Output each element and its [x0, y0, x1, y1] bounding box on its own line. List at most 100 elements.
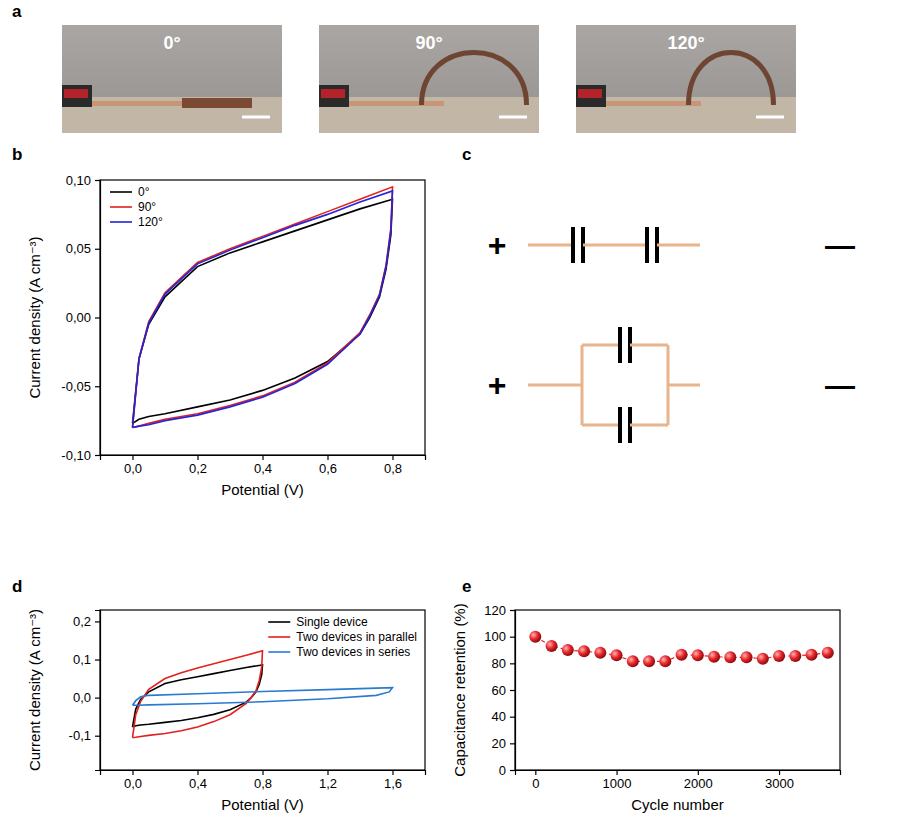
legend-swatch [268, 636, 290, 638]
series-line [133, 191, 393, 428]
marker [529, 631, 541, 643]
x-axis: 0 1000 2000 3000 [516, 770, 841, 791]
capacitor-plate [571, 227, 575, 263]
photo: 90° [319, 25, 539, 133]
x-tick-mark [197, 770, 198, 775]
y-tick: 20 [492, 736, 515, 751]
y-tick-label: 80 [492, 656, 506, 671]
x-tick: 0,8 [254, 770, 272, 791]
x-tick-mark [535, 770, 536, 775]
legend-item: Single device [268, 615, 368, 629]
y-tick: 0 [499, 763, 515, 778]
clip [64, 89, 88, 98]
plot-area [133, 651, 393, 738]
x-tick-label: 2000 [684, 776, 713, 791]
x-tick-label: 0,6 [319, 461, 337, 476]
legend-item: Two devices in parallel [268, 630, 417, 644]
marker [627, 655, 639, 667]
x-tick-label: 0,8 [384, 461, 402, 476]
x-tick-label: 1000 [603, 776, 632, 791]
photo-label: 0° [163, 33, 180, 53]
marker [757, 653, 769, 665]
capacitor-plate [645, 227, 649, 263]
y-tick-mark [95, 180, 100, 181]
scale-bar [499, 116, 527, 119]
x-tick-mark [616, 770, 617, 775]
x-tick-label: 0 [532, 776, 539, 791]
clip [578, 89, 602, 98]
capacitor-plate [618, 407, 622, 443]
y-tick-mark [95, 317, 100, 318]
y-tick: 0,05 [66, 241, 100, 256]
y-tick-label: 20 [492, 736, 506, 751]
y-tick-label: 0 [499, 763, 506, 778]
x-tick: 0,4 [189, 770, 207, 791]
y-axis: -0,10-0,050,000,050,10 [61, 173, 100, 463]
y-tick-mark [510, 770, 515, 771]
wire [630, 344, 668, 347]
x-tick: 0,6 [319, 455, 337, 476]
clip [576, 85, 606, 107]
y-tick: 100 [484, 629, 515, 644]
y-axis-line [95, 611, 101, 771]
x-tick: 0,4 [254, 455, 272, 476]
ribbon [349, 101, 444, 106]
x-tick-mark [262, 770, 263, 775]
marker [741, 651, 753, 663]
y-tick-label: 0,1 [73, 652, 91, 667]
wire [668, 384, 700, 387]
x-tick-mark [132, 770, 133, 775]
x-tick: 1,2 [319, 770, 337, 791]
y-tick: 80 [492, 656, 515, 671]
y-tick-mark [95, 386, 100, 387]
x-tick: 0 [532, 770, 539, 791]
terminal-positive: + [488, 367, 507, 403]
y-tick: 40 [492, 709, 515, 724]
y-axis: -0,10,00,10,2 [69, 611, 101, 771]
x-tick: 3000 [765, 770, 794, 791]
legend-swatch [110, 206, 132, 208]
y-axis-title: Current density (A cm⁻³) [26, 609, 43, 771]
y-tick-mark [95, 455, 100, 456]
legend-swatch [110, 191, 132, 193]
marker [676, 649, 688, 661]
y-tick-mark [95, 621, 100, 622]
clip [321, 89, 345, 98]
y-tick-label: -0,1 [69, 728, 91, 743]
y-tick-mark [510, 717, 515, 718]
photo: 0° [62, 25, 282, 133]
figure: a0°90°120°c+—+—0,00,20,40,60,8-0,10-0,05… [0, 0, 906, 822]
y-tick-label: 40 [492, 709, 506, 724]
device [182, 98, 252, 108]
legend-swatch [268, 621, 290, 623]
y-tick: 120 [484, 603, 515, 618]
x-tick-mark [698, 770, 699, 775]
x-axis: 0,00,20,40,60,8 [101, 455, 426, 476]
table-surface [319, 97, 539, 133]
x-tick-mark [197, 455, 198, 460]
y-tick: -0,1 [69, 728, 100, 743]
x-axis-title: Cycle number [631, 796, 724, 813]
marker [594, 647, 606, 659]
y-tick-label: 0,05 [66, 241, 91, 256]
x-tick-label: 0,2 [189, 461, 207, 476]
x-tick-mark [327, 770, 328, 775]
panel-letter: d [12, 577, 22, 596]
panel-letter: e [462, 577, 471, 596]
x-tick-mark [392, 770, 393, 775]
y-tick-mark [510, 663, 515, 664]
marker [562, 644, 574, 656]
legend-item: 120° [110, 215, 163, 229]
x-tick: 0,0 [124, 770, 142, 791]
x-tick-mark [779, 770, 780, 775]
x-tick-mark [132, 455, 133, 460]
legend: Single deviceTwo devices in parallelTwo … [268, 615, 417, 659]
y-axis-title: Capacitance retention (%) [451, 603, 468, 776]
chart-panel: 0100020003000020406080100120Cycle number… [451, 603, 841, 813]
plot-frame [515, 610, 840, 770]
y-tick: -0,05 [61, 379, 100, 394]
legend-swatch [268, 651, 290, 653]
x-tick: 1,6 [384, 770, 402, 791]
plot-frame [100, 180, 425, 455]
y-tick-mark [95, 249, 100, 250]
